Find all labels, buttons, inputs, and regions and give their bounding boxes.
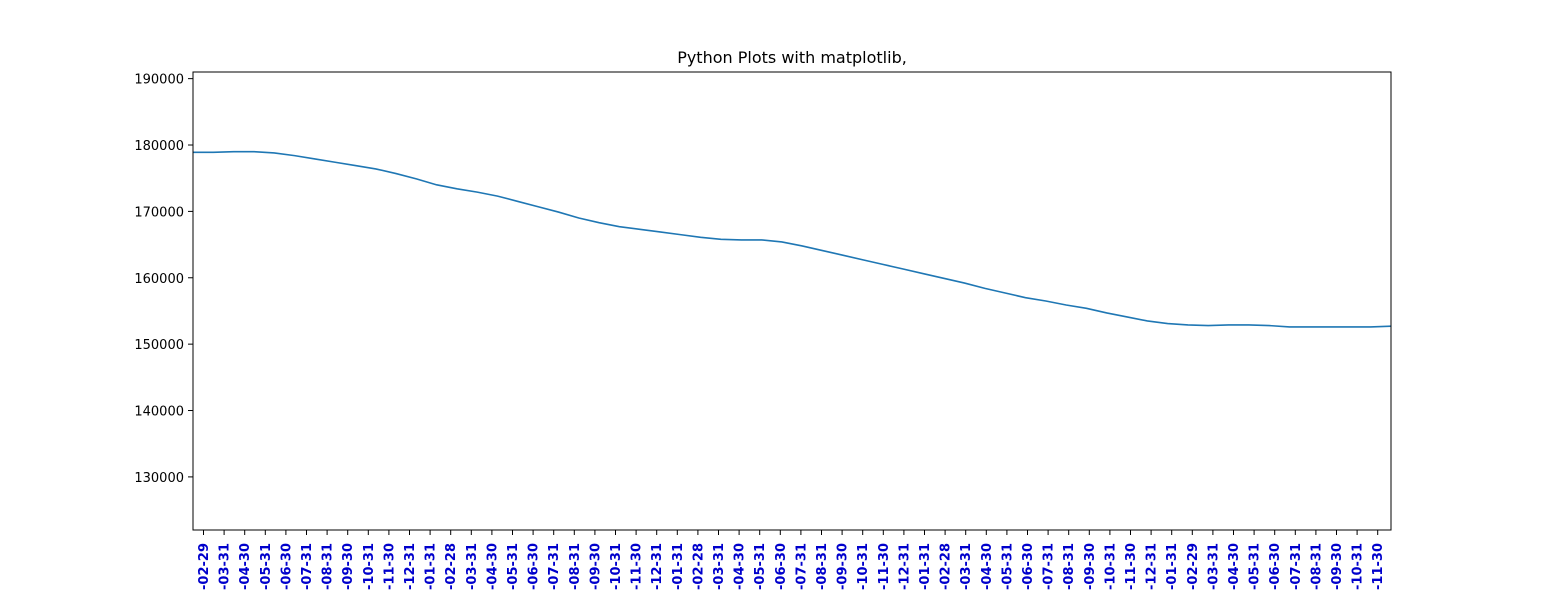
x-tick-label: -03-31	[959, 543, 974, 590]
x-tick-label: -06-30	[774, 543, 789, 590]
x-tick-label: -08-31	[321, 543, 336, 590]
x-tick-label: -06-30	[279, 543, 294, 590]
series-layer	[193, 150, 1392, 328]
series-line	[193, 150, 1392, 328]
x-tick-label: -04-30	[485, 543, 500, 590]
x-tick-label: -12-31	[1145, 543, 1160, 590]
x-tick-label: -10-31	[1103, 543, 1118, 590]
x-tick-label: -03-31	[712, 543, 727, 590]
x-tick-label: -12-31	[897, 543, 912, 590]
x-tick-label: -08-31	[815, 543, 830, 590]
x-tick-label: -08-31	[1309, 543, 1324, 590]
x-tick-label: -05-31	[1248, 543, 1263, 590]
x-tick-label: -10-31	[362, 543, 377, 590]
x-tick-label: -03-31	[465, 543, 480, 590]
x-tick-label: -05-31	[506, 543, 521, 590]
x-axis: -02-29 -03-31 -04-30 -05-31 -06-30 -07-31 -08-…	[197, 530, 1386, 590]
y-axis: 130000 140000 150000 160000 170000 180000 1900…	[134, 73, 193, 486]
x-tick-label: -07-31	[1289, 543, 1304, 590]
x-tick-label: -11-30	[630, 543, 645, 590]
x-tick-label: -11-30	[382, 543, 397, 590]
x-tick-label: -07-31	[300, 543, 315, 590]
x-tick-label: -10-31	[1351, 543, 1366, 590]
x-tick-label: -02-28	[444, 543, 459, 590]
x-tick-label: -09-30	[341, 543, 356, 590]
x-tick-label: -11-30	[1124, 543, 1139, 590]
x-tick-label: -11-30	[1371, 543, 1386, 590]
x-tick-label: -03-31	[1206, 543, 1221, 590]
x-tick-label: -02-29	[1186, 543, 1201, 590]
x-tick-label: -04-30	[1227, 543, 1242, 590]
x-tick-label: -04-30	[980, 543, 995, 590]
x-tick-label: -01-31	[424, 543, 439, 590]
plot-frame	[192, 71, 1392, 531]
x-tick-label: -09-30	[588, 543, 603, 590]
x-tick-label: -02-28	[691, 543, 706, 590]
y-tick-label: 180000	[134, 139, 184, 154]
y-tick-label: 150000	[134, 338, 184, 353]
x-tick-label: -01-31	[671, 543, 686, 590]
x-tick-label: -04-30	[733, 543, 748, 590]
x-tick-label: -05-31	[259, 543, 274, 590]
x-tick-label: -05-31	[753, 543, 768, 590]
y-tick-label: 140000	[134, 405, 184, 420]
x-tick-label: -02-28	[939, 543, 954, 590]
y-tick-label: 170000	[134, 205, 184, 220]
y-tick-label: 160000	[134, 272, 184, 287]
x-tick-label: -06-30	[1268, 543, 1283, 590]
y-tick-label: 190000	[134, 73, 184, 88]
x-tick-label: -01-31	[918, 543, 933, 590]
x-tick-label: -09-30	[1330, 543, 1345, 590]
x-tick-label: -11-30	[877, 543, 892, 590]
x-tick-label: -06-30	[527, 543, 542, 590]
x-tick-label: -12-31	[403, 543, 418, 590]
x-tick-label: -02-29	[197, 543, 212, 590]
x-tick-label: -09-30	[1083, 543, 1098, 590]
x-tick-label: -06-30	[1021, 543, 1036, 590]
x-tick-label: -09-30	[836, 543, 851, 590]
x-tick-label: -08-31	[1062, 543, 1077, 590]
y-tick-label: 130000	[134, 471, 184, 486]
x-tick-label: -07-31	[1042, 543, 1057, 590]
x-tick-label: -05-31	[1000, 543, 1015, 590]
x-tick-label: -01-31	[1165, 543, 1180, 590]
x-tick-label: -12-31	[650, 543, 665, 590]
x-tick-label: -10-31	[609, 543, 624, 590]
x-tick-label: -04-30	[238, 543, 253, 590]
plot-area	[193, 72, 1391, 530]
x-tick-label: -08-31	[568, 543, 583, 590]
x-tick-label: -10-31	[856, 543, 871, 590]
x-tick-label: -07-31	[547, 543, 562, 590]
chart-title: Python Plots with matplotlib,	[677, 48, 907, 67]
x-tick-label: -07-31	[794, 543, 809, 590]
x-tick-label: -03-31	[218, 543, 233, 590]
